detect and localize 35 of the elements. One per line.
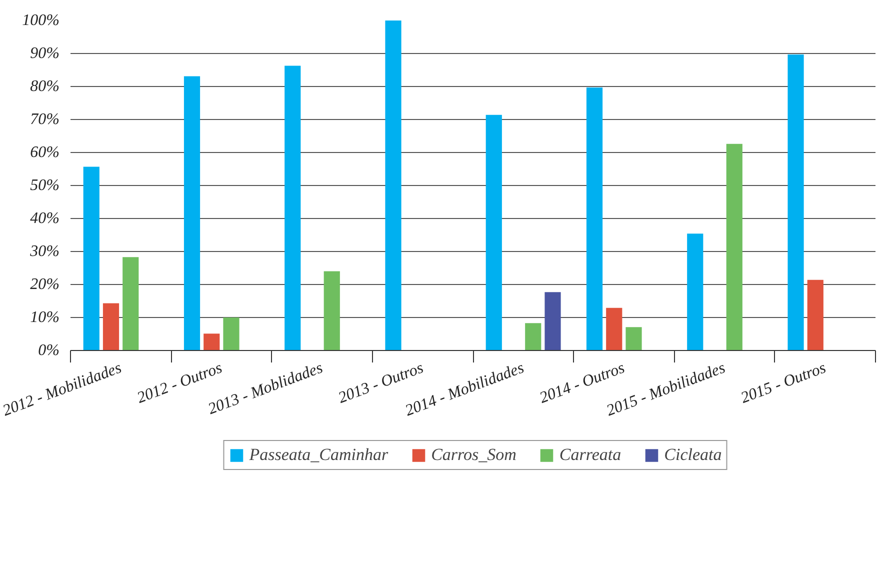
bar — [726, 144, 742, 350]
bar — [284, 66, 301, 350]
legend-label: Passeata_Caminhar — [249, 445, 388, 465]
y-tick-label: 20% — [30, 276, 60, 293]
y-tick-label: 70% — [30, 111, 60, 128]
y-tick-label: 60% — [30, 144, 60, 161]
bar — [486, 114, 502, 350]
bar — [204, 334, 220, 350]
y-tick-label: 80% — [30, 78, 60, 95]
legend-label: Carros_Som — [431, 445, 516, 465]
y-tick-label: 90% — [30, 45, 60, 62]
bar — [102, 303, 120, 350]
bar — [184, 76, 200, 350]
x-tick-label: 2015 - Outros — [738, 360, 828, 407]
y-tick-label: 100% — [22, 12, 60, 29]
bar — [385, 20, 402, 350]
bar — [544, 292, 561, 350]
bar — [606, 308, 622, 350]
y-tick-label: 30% — [29, 243, 60, 260]
y-tick-label: 0% — [38, 342, 60, 359]
bar — [687, 234, 704, 350]
bar — [788, 54, 804, 350]
legend-label: Carreata — [559, 445, 622, 465]
bar — [223, 318, 240, 350]
bar — [807, 280, 824, 350]
y-tick-label: 50% — [30, 177, 60, 194]
bar — [525, 323, 542, 350]
legend-label: Cicleata — [664, 445, 722, 465]
bar — [324, 271, 340, 350]
bar — [586, 87, 603, 350]
bar — [626, 327, 642, 350]
y-tick-label: 10% — [30, 309, 60, 326]
bar — [122, 257, 139, 350]
bar — [83, 166, 100, 350]
y-tick-label: 40% — [30, 210, 60, 227]
